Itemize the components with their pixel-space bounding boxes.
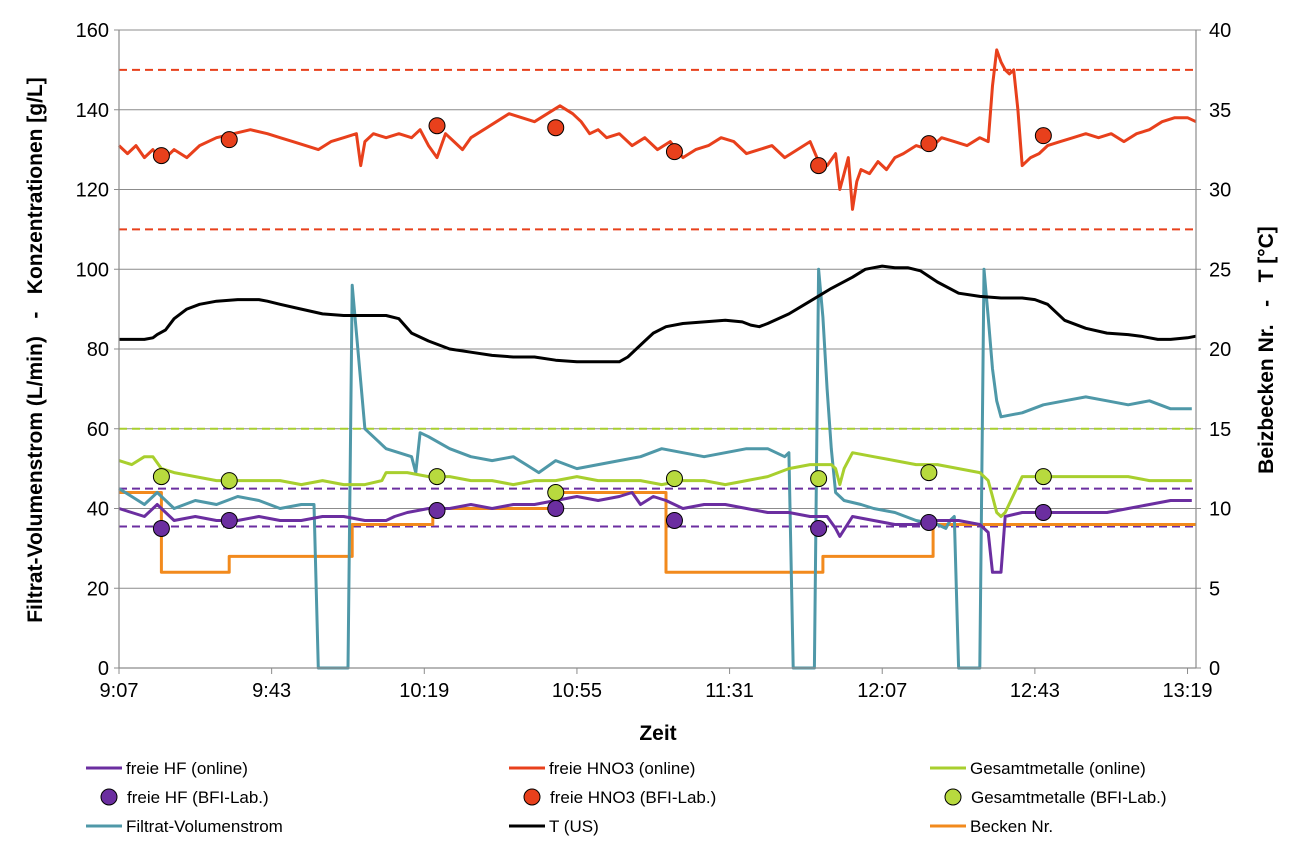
right-y-axis-label: Beizbecken Nr. - T [°C] [1255, 226, 1278, 474]
data-point-freie-hno3-bfi-lab [665, 143, 683, 161]
y-tick-label-right: 5 [1209, 578, 1220, 600]
series-lines [117, 48, 1197, 670]
y-tick-label-right: 0 [1209, 658, 1220, 680]
data-point-gesamtmetalle-bfi-lab [547, 484, 565, 502]
legend-marker [944, 788, 962, 806]
y-tick-label-right: 35 [1209, 100, 1231, 122]
x-tick-label: 9:07 [100, 680, 139, 702]
series-line-freie-hno3-online [117, 48, 1197, 211]
y-tick-label-left: 120 [76, 180, 109, 202]
y-tick-label-right: 20 [1209, 339, 1231, 361]
x-tick-label: 12:43 [1010, 680, 1060, 702]
x-tick-label: 9:43 [252, 680, 291, 702]
legend-label: freie HNO3 (BFI-Lab.) [550, 788, 716, 807]
y-tick-label-left: 40 [87, 499, 109, 521]
data-point-freie-hf-bfi-lab [1034, 503, 1052, 521]
y-tick-label-right: 15 [1209, 419, 1231, 441]
data-point-freie-hf-bfi-lab [152, 519, 170, 537]
y-tick-label-right: 10 [1209, 499, 1231, 521]
legend-label: freie HNO3 (online) [549, 759, 695, 778]
data-point-freie-hno3-bfi-lab [810, 157, 828, 175]
legend-label: Gesamtmetalle (BFI-Lab.) [971, 788, 1167, 807]
y-tick-label-left: 100 [76, 259, 109, 281]
data-point-gesamtmetalle-bfi-lab [220, 472, 238, 490]
data-point-gesamtmetalle-bfi-lab [1034, 468, 1052, 486]
y-tick-label-left: 0 [98, 658, 109, 680]
series-line-gesamtmetalle-online [118, 451, 1192, 518]
series-line-t-us [119, 264, 1197, 364]
gridlines [119, 29, 1196, 589]
legend-label: T (US) [549, 817, 599, 836]
data-point-freie-hf-bfi-lab [810, 519, 828, 537]
series-line-becken-nr [119, 491, 1196, 574]
y-tick-label-right: 30 [1209, 180, 1231, 202]
legend-marker [100, 788, 118, 806]
x-tick-label: 13:19 [1162, 680, 1212, 702]
x-ticks: 9:07 9:43 10:19 10:55 11:31 12:07 12:43 13:19 [100, 668, 1213, 702]
legend-label: freie HF (BFI-Lab.) [127, 788, 269, 807]
data-point-gesamtmetalle-bfi-lab [665, 470, 683, 488]
data-point-gesamtmetalle-bfi-lab [152, 468, 170, 486]
x-tick-label: 10:19 [399, 680, 449, 702]
data-point-freie-hf-bfi-lab [428, 501, 446, 519]
y-tick-label-left: 60 [87, 419, 109, 441]
legend-label: freie HF (online) [126, 759, 248, 778]
legend-label: Gesamtmetalle (online) [970, 759, 1146, 778]
data-point-freie-hf-bfi-lab [220, 511, 238, 529]
x-axis-label: Zeit [639, 722, 676, 745]
y-tick-label-left: 160 [76, 20, 109, 42]
y-tick-label-right: 25 [1209, 259, 1231, 281]
y-tick-label-left: 20 [87, 578, 109, 600]
series-markers [152, 117, 1052, 537]
data-point-gesamtmetalle-bfi-lab [920, 464, 938, 482]
left-y-ticks: 0 20 40 60 80 100 120 140 160 [76, 20, 119, 680]
data-point-freie-hno3-bfi-lab [1034, 127, 1052, 145]
data-point-gesamtmetalle-bfi-lab [428, 468, 446, 486]
data-point-freie-hf-bfi-lab [665, 511, 683, 529]
data-point-freie-hf-bfi-lab [920, 513, 938, 531]
data-point-gesamtmetalle-bfi-lab [810, 470, 828, 488]
left-y-axis-label: Filtrat-Volumenstrom (L/min) - Konzentra… [24, 77, 47, 623]
data-point-freie-hno3-bfi-lab [428, 117, 446, 135]
data-point-freie-hno3-bfi-lab [220, 131, 238, 149]
y-tick-label-left: 140 [76, 100, 109, 122]
legend-label: Becken Nr. [970, 817, 1053, 836]
data-point-freie-hno3-bfi-lab [152, 147, 170, 165]
y-tick-label-left: 80 [87, 339, 109, 361]
data-point-freie-hno3-bfi-lab [547, 119, 565, 137]
legend-label: Filtrat-Volumenstrom [126, 817, 283, 836]
x-tick-label: 11:31 [705, 680, 754, 702]
x-tick-label: 10:55 [552, 680, 602, 702]
x-tick-label: 12:07 [857, 680, 907, 702]
data-point-freie-hf-bfi-lab [547, 500, 565, 517]
legend: freie HF (online) freie HNO3 (online) Gesa… [86, 759, 1167, 836]
legend-marker [523, 788, 541, 806]
y-tick-label-right: 40 [1209, 20, 1231, 42]
series-line-filtrat-volumenstrom [118, 267, 1192, 670]
series-line-freie-hf-online [118, 491, 1192, 574]
right-y-ticks: 0 5 10 15 20 25 30 35 40 [1196, 20, 1231, 680]
data-point-freie-hno3-bfi-lab [920, 135, 938, 153]
